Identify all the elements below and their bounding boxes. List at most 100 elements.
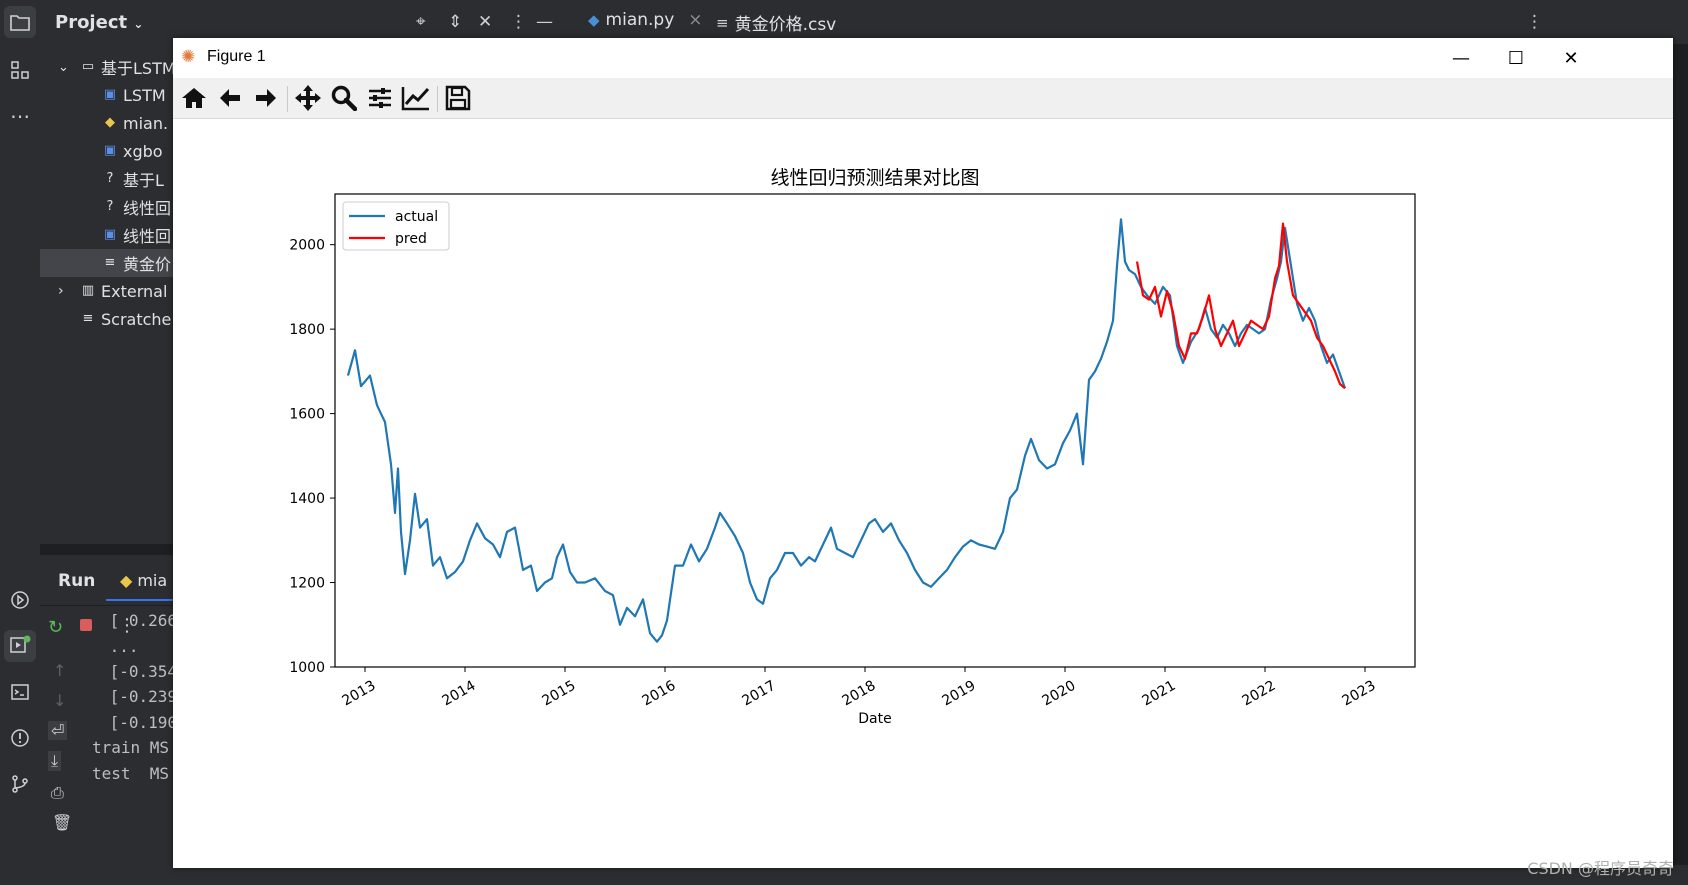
- run-tool-icon[interactable]: [4, 630, 36, 662]
- configure-subplots-icon[interactable]: [363, 82, 397, 114]
- console-line: [-0.190: [100, 713, 178, 732]
- chevron-right-icon[interactable]: ›: [58, 283, 64, 299]
- folder-icon: ▭: [81, 59, 95, 74]
- console-line: ...: [100, 637, 139, 656]
- forward-icon[interactable]: [249, 82, 283, 114]
- left-tool-strip: ⋯: [0, 0, 41, 885]
- x-axis-label: Date: [858, 711, 891, 727]
- zoom-icon[interactable]: [327, 82, 361, 114]
- tab-gold-csv[interactable]: ≡ 黄金价格.csv: [716, 10, 836, 36]
- scroll-up-icon[interactable]: ↑: [53, 661, 67, 680]
- options-icon[interactable]: ⋮: [510, 12, 527, 32]
- chart-title: 线性回归预测结果对比图: [770, 167, 979, 189]
- run-panel-title: Run: [58, 571, 96, 591]
- figure-window-title: Figure 1: [207, 48, 266, 65]
- tree-item-file[interactable]: ▣ LSTM: [103, 85, 166, 105]
- image-file-icon: ▣: [103, 143, 117, 158]
- figure-title-bar: ✺ Figure 1 — ☐ ✕: [173, 38, 1673, 78]
- expand-collapse-icon[interactable]: ⇕: [448, 12, 463, 32]
- python-file-icon: ◆: [588, 11, 600, 29]
- toolbar-separator: [437, 86, 438, 112]
- matplotlib-logo-icon: ✺: [181, 47, 196, 67]
- close-window-icon[interactable]: ✕: [1563, 47, 1579, 69]
- tree-item-file[interactable]: ? 线性回: [40, 193, 242, 221]
- back-icon[interactable]: [213, 82, 247, 114]
- scratch-icon: ≡: [82, 311, 94, 326]
- close-tab-icon[interactable]: ×: [688, 10, 703, 30]
- y-tick-label: 1400: [289, 491, 325, 507]
- x-tick-label: 2023: [1340, 678, 1379, 710]
- console-line: [-0.239: [100, 687, 178, 706]
- soft-wrap-icon[interactable]: ⏎: [48, 721, 68, 740]
- console-line: [ 0.266: [100, 611, 178, 630]
- project-tree: ⌄ ▭ 基于LSTM ▣ LSTM ◆ mian. ▣ xgbo ? 基于L ? 线性回 ▣…: [40, 44, 242, 544]
- structure-icon[interactable]: [4, 54, 36, 86]
- tree-item-scratches[interactable]: ≡ Scratche: [40, 305, 220, 333]
- axes-frame: [334, 193, 1416, 668]
- project-folder-icon[interactable]: [4, 6, 36, 38]
- watermark: CSDN @程序员奇奇: [1527, 859, 1674, 878]
- save-icon[interactable]: [441, 82, 475, 114]
- python-file-icon: ◆: [120, 571, 133, 590]
- x-tick-label: 2020: [1040, 678, 1079, 710]
- rerun-icon[interactable]: ↻: [48, 617, 64, 638]
- stop-icon[interactable]: [80, 619, 92, 631]
- scroll-down-icon[interactable]: ↓: [53, 691, 67, 710]
- scroll-to-end-icon[interactable]: ⤓: [48, 751, 62, 771]
- status-bar: [0, 865, 1688, 885]
- console-line: train MS: [92, 738, 170, 757]
- run-tab[interactable]: ◆ mia: [120, 571, 168, 590]
- figure-window: ✺ Figure 1 — ☐ ✕ 线性回归预: [173, 38, 1673, 868]
- tab-label: mian.py: [605, 10, 675, 30]
- hide-panel-icon[interactable]: —: [536, 12, 553, 32]
- locate-icon[interactable]: ⌖: [416, 12, 426, 32]
- tree-item-external-libraries[interactable]: › ▥ External: [58, 281, 168, 301]
- collapse-all-icon[interactable]: ✕: [478, 12, 493, 32]
- edit-axis-icon[interactable]: [399, 82, 433, 114]
- x-tick-label: 2017: [740, 678, 779, 710]
- services-icon[interactable]: [4, 584, 36, 616]
- x-tick-label: 2021: [1140, 678, 1179, 710]
- image-file-icon: ▣: [103, 227, 117, 242]
- more-tools-icon[interactable]: ⋯: [10, 104, 30, 128]
- line-chart[interactable]: 线性回归预测结果对比图 1000 1200 1400 1600 1800 2000 2013 2…: [173, 119, 1673, 868]
- tree-item-file[interactable]: ? 基于L: [40, 165, 242, 193]
- chevron-down-icon[interactable]: ⌄: [58, 59, 69, 75]
- run-tab-underline: [106, 599, 180, 601]
- trash-icon[interactable]: 🗑: [52, 813, 73, 832]
- more-options-icon[interactable]: ⋮: [118, 615, 136, 636]
- tree-item-root-folder[interactable]: ⌄ ▭ 基于LSTM: [58, 59, 176, 78]
- home-icon[interactable]: [177, 82, 211, 114]
- tree-item-file[interactable]: ▣ xgbo: [103, 141, 163, 161]
- tree-item-file[interactable]: ◆ mian.: [40, 109, 242, 137]
- terminal-icon[interactable]: [4, 676, 36, 708]
- pan-icon[interactable]: [291, 82, 325, 114]
- x-tick-label: 2018: [840, 678, 879, 710]
- console-line: [-0.354: [100, 662, 178, 681]
- tree-item-file[interactable]: ▣ 线性回: [103, 227, 172, 246]
- minimize-icon[interactable]: —: [1452, 47, 1470, 69]
- unknown-file-icon: ?: [106, 171, 114, 186]
- chevron-down-icon: ⌄: [133, 17, 144, 31]
- library-icon: ▥: [81, 283, 95, 298]
- tab-mian-py[interactable]: ◆ mian.py ×: [588, 10, 703, 30]
- series-line-pred: [1135, 222, 1346, 390]
- text-file-icon: ≡: [104, 255, 116, 270]
- x-tick-label: 2022: [1240, 678, 1279, 710]
- series-line-actual: [346, 218, 1347, 643]
- project-view-title[interactable]: Project ⌄: [55, 12, 144, 33]
- editor-options-icon[interactable]: ⋮: [1526, 12, 1543, 32]
- maximize-icon[interactable]: ☐: [1507, 47, 1525, 69]
- print-icon[interactable]: ⎙: [51, 783, 64, 802]
- problems-icon[interactable]: [4, 722, 36, 754]
- y-tick-label: 1800: [289, 322, 325, 338]
- toolbar-separator: [287, 86, 288, 112]
- x-tick-label: 2014: [440, 678, 479, 710]
- x-tick-label: 2015: [540, 678, 579, 710]
- x-tick-label: 2019: [940, 678, 979, 710]
- y-tick-label: 1000: [289, 660, 325, 676]
- git-icon[interactable]: [4, 768, 36, 800]
- divider: [40, 605, 180, 606]
- text-file-icon: ≡: [716, 13, 729, 32]
- y-tick-label: 2000: [289, 238, 325, 254]
